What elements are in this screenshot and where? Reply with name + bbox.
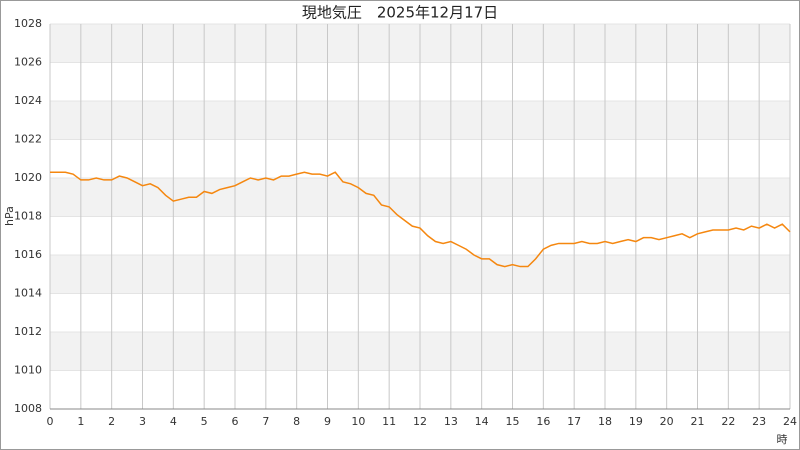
x-tick-label: 2 bbox=[108, 415, 115, 428]
x-axis-label: 時 bbox=[777, 433, 788, 446]
x-tick-label: 5 bbox=[201, 415, 208, 428]
x-tick-label: 8 bbox=[293, 415, 300, 428]
x-tick-label: 1 bbox=[77, 415, 84, 428]
y-axis-label: hPa bbox=[3, 206, 16, 226]
x-tick-label: 21 bbox=[691, 415, 705, 428]
y-tick-label: 1012 bbox=[14, 325, 42, 338]
y-tick-label: 1022 bbox=[14, 133, 42, 146]
x-tick-label: 22 bbox=[721, 415, 735, 428]
x-tick-label: 4 bbox=[170, 415, 177, 428]
x-tick-label: 6 bbox=[232, 415, 239, 428]
y-tick-label: 1024 bbox=[14, 94, 42, 107]
x-tick-label: 24 bbox=[783, 415, 797, 428]
x-tick-label: 23 bbox=[752, 415, 766, 428]
line bbox=[50, 171, 791, 268]
y-tick-label: 1016 bbox=[14, 248, 42, 261]
x-tick-label: 10 bbox=[351, 415, 365, 428]
x-tick-label: 14 bbox=[475, 415, 489, 428]
x-tick-label: 7 bbox=[262, 415, 269, 428]
y-tick-label: 1008 bbox=[14, 402, 42, 415]
x-tick-label: 13 bbox=[444, 415, 458, 428]
y-tick-label: 1026 bbox=[14, 56, 42, 69]
x-tick-label: 19 bbox=[629, 415, 643, 428]
y-tick-label: 1014 bbox=[14, 287, 42, 300]
x-tick-label: 15 bbox=[506, 415, 520, 428]
x-tick-label: 9 bbox=[324, 415, 331, 428]
x-tick-label: 18 bbox=[598, 415, 612, 428]
y-tick-label: 1028 bbox=[14, 17, 42, 30]
x-tick-label: 17 bbox=[567, 415, 581, 428]
x-tick-label: 20 bbox=[660, 415, 674, 428]
x-tick-label: 16 bbox=[536, 415, 550, 428]
x-tick-label: 0 bbox=[47, 415, 54, 428]
x-tick-label: 3 bbox=[139, 415, 146, 428]
x-tick-label: 11 bbox=[382, 415, 396, 428]
x-tick-label: 12 bbox=[413, 415, 427, 428]
y-tick-label: 1010 bbox=[14, 364, 42, 377]
y-tick-label: 1018 bbox=[14, 210, 42, 223]
chart-title: 現地気圧 2025年12月17日 bbox=[302, 4, 498, 22]
y-tick-label: 1020 bbox=[14, 171, 42, 184]
